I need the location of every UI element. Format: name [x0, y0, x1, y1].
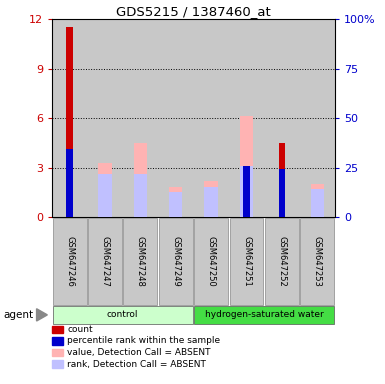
Text: hydrogen-saturated water: hydrogen-saturated water: [205, 310, 323, 319]
Bar: [204, 181, 218, 217]
Text: GSM647250: GSM647250: [207, 236, 216, 286]
Bar: [279, 143, 285, 217]
Bar: [158, 19, 193, 217]
Bar: [87, 19, 123, 217]
Bar: [311, 184, 324, 217]
Bar: [193, 19, 229, 217]
Text: GSM647247: GSM647247: [100, 236, 110, 286]
Text: control: control: [107, 310, 139, 319]
Bar: [67, 27, 73, 217]
Bar: [204, 187, 218, 217]
Title: GDS5215 / 1387460_at: GDS5215 / 1387460_at: [116, 5, 271, 18]
Text: GSM647246: GSM647246: [65, 236, 74, 286]
Bar: [264, 19, 300, 217]
Bar: [52, 19, 87, 217]
Bar: [98, 174, 112, 217]
Text: GSM647252: GSM647252: [277, 236, 286, 286]
Bar: [123, 19, 158, 217]
Text: GSM647249: GSM647249: [171, 236, 180, 286]
Text: percentile rank within the sample: percentile rank within the sample: [67, 336, 221, 346]
Bar: [243, 166, 250, 217]
Bar: [169, 187, 182, 217]
Bar: [240, 166, 253, 217]
Text: GSM647251: GSM647251: [242, 236, 251, 286]
Bar: [311, 189, 324, 217]
Bar: [98, 162, 112, 217]
Text: GSM647253: GSM647253: [313, 236, 322, 286]
Bar: [279, 169, 285, 217]
Text: rank, Detection Call = ABSENT: rank, Detection Call = ABSENT: [67, 359, 206, 369]
Text: agent: agent: [4, 310, 34, 320]
Bar: [300, 19, 335, 217]
Bar: [67, 149, 73, 217]
Text: count: count: [67, 325, 93, 334]
Bar: [134, 174, 147, 217]
Bar: [229, 19, 264, 217]
Text: value, Detection Call = ABSENT: value, Detection Call = ABSENT: [67, 348, 211, 357]
Bar: [240, 116, 253, 217]
Bar: [169, 192, 182, 217]
Text: GSM647248: GSM647248: [136, 236, 145, 286]
Polygon shape: [37, 309, 47, 321]
Bar: [134, 143, 147, 217]
